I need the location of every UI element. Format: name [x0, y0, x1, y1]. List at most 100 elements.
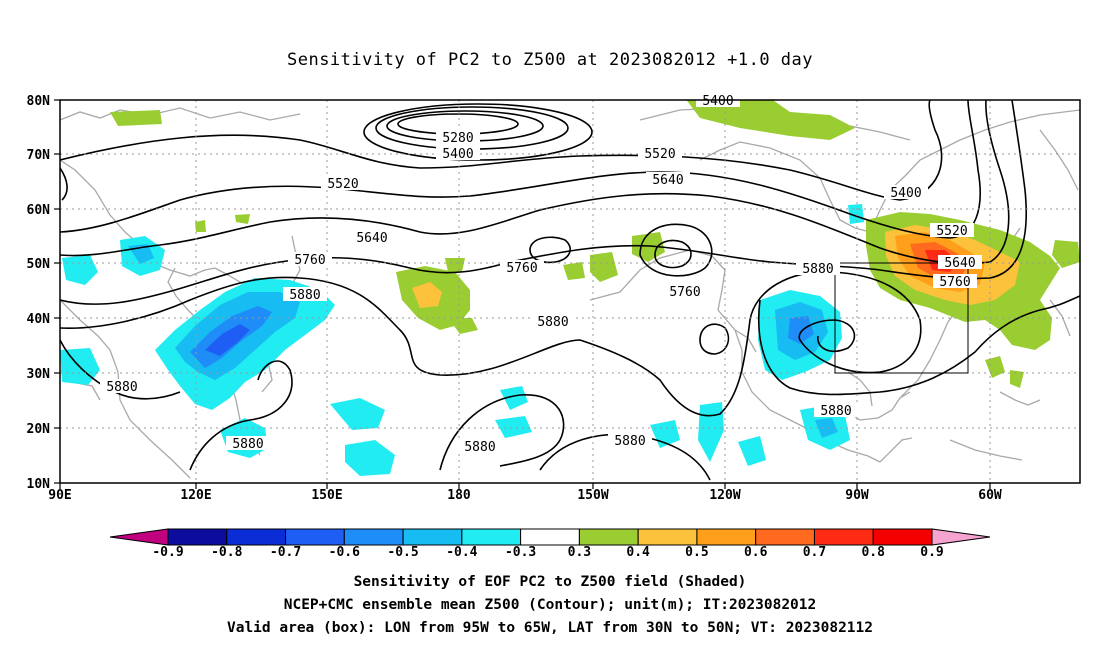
contour-label-bg [796, 261, 840, 275]
contour-label: 5880 [464, 440, 495, 455]
contour-label-bg [350, 230, 394, 244]
contour-label: 5640 [356, 231, 387, 246]
contour-label-bg [531, 314, 575, 328]
contour-label: 5880 [802, 262, 833, 277]
contour-label: 5880 [232, 437, 263, 452]
lon-label: 120E [180, 488, 211, 503]
lon-label: 90W [845, 488, 869, 503]
contour-label-bg [638, 146, 682, 160]
lat-label: 10N [27, 477, 51, 492]
contour-label-bg [608, 433, 652, 447]
map-title: Sensitivity of PC2 to Z500 at 2023082012… [286, 50, 813, 70]
contour-label-bg [663, 284, 707, 298]
contour-label: 5760 [506, 261, 537, 276]
caption-valid-area: Valid area (box): LON from 95W to 65W, L… [226, 620, 873, 636]
contour-label: 5280 [442, 131, 473, 146]
lat-label: 40N [27, 312, 51, 327]
contour-label-bg [321, 176, 365, 190]
contour-label-bg [458, 439, 502, 453]
lon-label: 150E [311, 488, 342, 503]
lat-label: 20N [27, 422, 51, 437]
contour-label-bg [436, 130, 480, 144]
lat-label: 80N [27, 94, 51, 109]
colorbar-tick-label: 0.7 [803, 545, 826, 560]
lat-label: 60N [27, 203, 51, 218]
lat-label: 50N [27, 257, 51, 272]
contour-label-bg [100, 379, 144, 393]
colorbar-tick-label: 0.5 [685, 545, 708, 560]
colorbar-tick-label: -0.4 [446, 545, 477, 560]
contour-label-bg [933, 274, 977, 288]
colorbar-tick-label: 0.4 [626, 545, 650, 560]
contour-label: 5520 [644, 147, 675, 162]
contour-label: 5760 [294, 253, 325, 268]
lon-label: 60W [978, 488, 1002, 503]
colorbar-box [402, 528, 463, 546]
contour-label-bg [436, 146, 480, 160]
latitude-labels: 80N 70N 60N 50N 40N 30N 20N 10N [27, 94, 51, 492]
lon-label: 90E [48, 488, 71, 503]
contour-label-bg [500, 260, 544, 274]
lat-label: 30N [27, 367, 51, 382]
longitude-labels: 90E 120E 150E 180 150W 120W 90W 60W [48, 488, 1002, 503]
colorbar-tick-label: -0.3 [505, 545, 536, 560]
colorbar-max-arrow [931, 528, 991, 546]
colorbar-box [813, 528, 874, 546]
lon-label: 180 [447, 488, 471, 503]
colorbar-tick-label: -0.6 [329, 545, 360, 560]
contour-label-bg [814, 403, 858, 417]
contour-label: 5400 [890, 186, 921, 201]
contour-label-bg [646, 172, 690, 186]
colorbar-box [755, 528, 815, 546]
contour-label-bg [283, 287, 327, 301]
contour-label: 5520 [936, 224, 967, 239]
caption-contour: NCEP+CMC ensemble mean Z500 (Contour); u… [283, 597, 817, 613]
colorbar-box [285, 528, 345, 546]
colorbar-min-arrow [109, 528, 169, 546]
colorbar-box [520, 528, 580, 546]
contour-label: 5880 [820, 404, 851, 419]
colorbar: -0.9 -0.8 -0.7 -0.6 -0.5 -0.4 -0.3 0.3 0.4 0.5 0.6… [109, 528, 991, 560]
caption-shaded: Sensitivity of EOF PC2 to Z500 field (Sh… [353, 574, 747, 590]
valid-area-box [834, 262, 969, 374]
contour-label-bg [288, 252, 332, 266]
colorbar-tick-label: 0.6 [744, 545, 768, 560]
contour-label-bg [930, 223, 974, 237]
lon-label: 120W [709, 488, 740, 503]
contour-label-bg [884, 185, 928, 199]
colorbar-tick-label: -0.5 [387, 545, 418, 560]
contour-label: 5400 [702, 94, 733, 109]
contour-label: 5880 [106, 380, 137, 395]
colorbar-tick-label: -0.7 [270, 545, 301, 560]
contour-label: 5880 [537, 315, 568, 330]
colorbar-tick-label: 0.9 [920, 545, 943, 560]
colorbar-tick-label: 0.8 [861, 545, 885, 560]
contour-label-bg [226, 436, 270, 450]
contour-label: 5640 [652, 173, 683, 188]
contour-label: 5880 [289, 288, 320, 303]
colorbar-tick-label: -0.8 [211, 545, 242, 560]
contour-label: 5880 [614, 434, 645, 449]
colorbar-box [461, 528, 522, 546]
shaded-sensitivity-regions [60, 100, 1080, 476]
contour-label-bg [938, 255, 982, 269]
colorbar-box [343, 528, 404, 546]
colorbar-box [578, 528, 639, 546]
colorbar-box [637, 528, 698, 546]
contour-label-group: 5400528054005520552056405640540055205760… [100, 93, 982, 455]
contour-label: 5400 [442, 147, 473, 162]
lon-label: 150W [577, 488, 608, 503]
z500-contours [60, 100, 1080, 481]
axis-ticks [54, 99, 991, 489]
colorbar-box [872, 528, 933, 546]
colorbar-tick-label: 0.3 [568, 545, 591, 560]
colorbar-box [696, 528, 757, 546]
contour-label: 5760 [669, 285, 700, 300]
colorbar-box [167, 528, 228, 546]
contour-label: 5520 [327, 177, 358, 192]
colorbar-tick-label: -0.9 [152, 545, 183, 560]
contour-label: 5640 [944, 256, 975, 271]
map-frame [59, 99, 1081, 484]
contour-label: 5760 [939, 275, 970, 290]
